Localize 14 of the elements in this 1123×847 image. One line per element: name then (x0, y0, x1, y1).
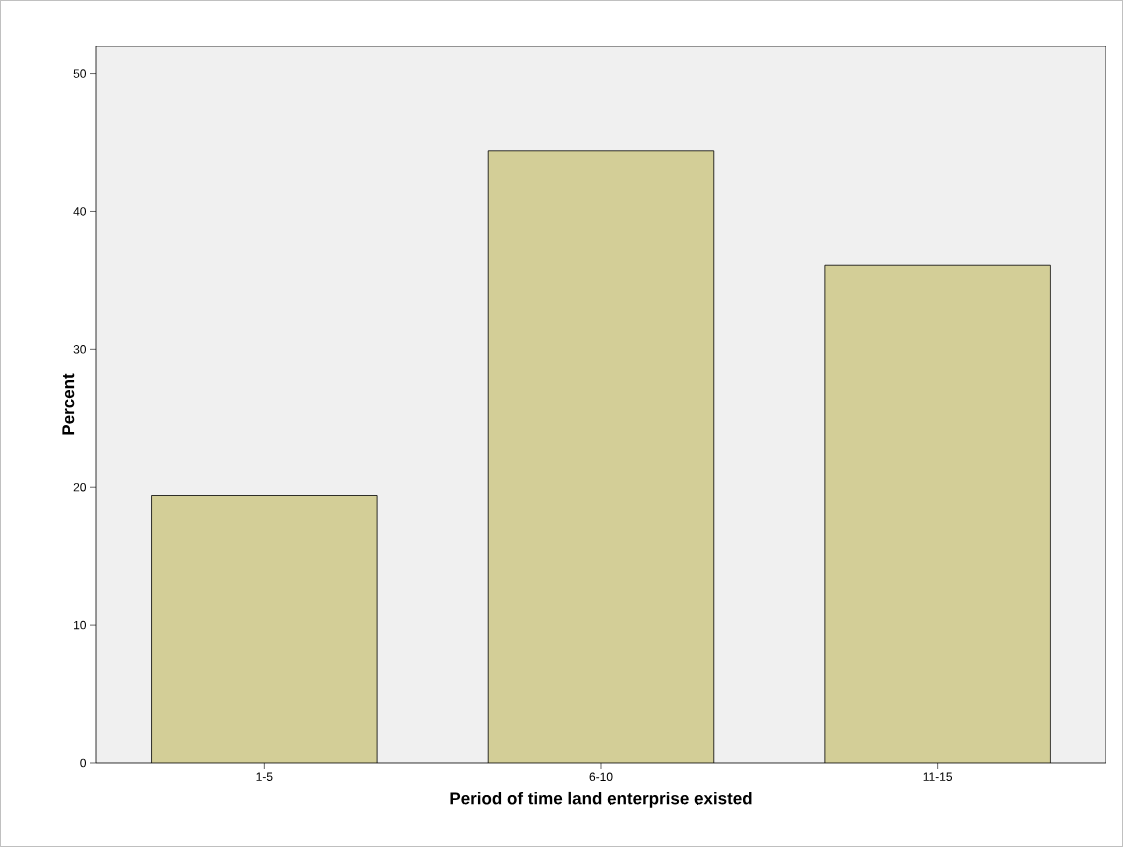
x-axis-title: Period of time land enterprise existed (450, 791, 752, 808)
x-tick-label: 6-10 (589, 772, 613, 782)
y-tick-label: 40 (73, 207, 87, 216)
bar (151, 495, 378, 763)
x-tick-label: 11-15 (923, 772, 953, 781)
y-tick-label: 50 (73, 69, 87, 78)
y-tick-label: 10 (74, 620, 87, 630)
x-tick-label: 1-5 (256, 772, 273, 781)
bar (488, 150, 714, 763)
y-tick-label: 20 (73, 482, 87, 492)
bar (824, 264, 1051, 763)
y-tick-label: 0 (80, 758, 87, 768)
y-axis-title: Percent (62, 373, 75, 435)
y-tick-label: 30 (73, 345, 87, 354)
